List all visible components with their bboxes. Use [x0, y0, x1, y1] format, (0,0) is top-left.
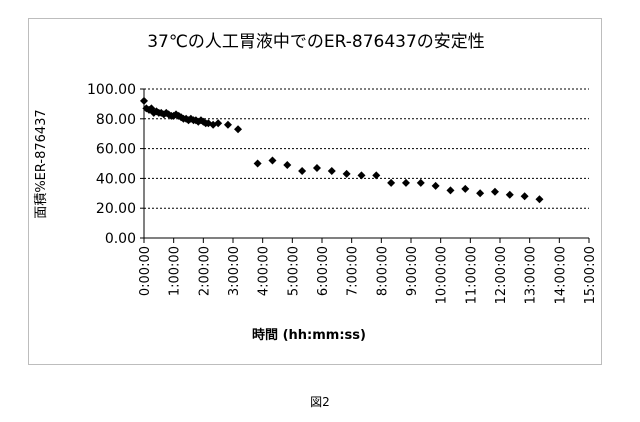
data-point [313, 164, 321, 172]
x-tick-label: 13:00:00 [524, 246, 539, 304]
y-tick-label: 20.00 [96, 201, 136, 217]
data-point [491, 188, 499, 196]
data-point [328, 167, 336, 175]
data-point [402, 179, 410, 187]
data-point [506, 191, 514, 199]
x-tick-label: 3:00:00 [227, 246, 242, 296]
x-tick-label: 2:00:00 [197, 246, 212, 296]
chart-frame: 37℃の人工胃液中でのER-876437の安定性 0.00 20.00 40.00 60… [28, 18, 602, 365]
x-tick-label: 6:00:00 [316, 246, 331, 296]
x-tick-label: 1:00:00 [168, 246, 183, 296]
data-point [387, 179, 395, 187]
y-axis-title: 面積%ER-876437 [34, 109, 49, 218]
x-tick-label: 5:00:00 [286, 246, 301, 296]
data-point [446, 186, 454, 194]
x-tick-label: 10:00:00 [435, 246, 450, 304]
data-point [461, 185, 469, 193]
stability-scatter-chart: 37℃の人工胃液中でのER-876437の安定性 0.00 20.00 40.00 60… [29, 19, 603, 366]
x-tick-label: 12:00:00 [494, 246, 509, 304]
data-point [140, 97, 148, 105]
y-tick-label: 100.00 [87, 82, 136, 98]
y-tick-label: 60.00 [96, 142, 136, 158]
data-point [535, 195, 543, 203]
x-tick-label: 4:00:00 [257, 246, 272, 296]
figure-caption: 図2 [0, 393, 640, 410]
x-tick-label: 9:00:00 [405, 246, 420, 296]
data-point [234, 125, 242, 133]
x-tick-label: 0:00:00 [138, 246, 153, 296]
data-point [343, 170, 351, 178]
x-tick-label: 15:00:00 [583, 246, 598, 304]
x-tick-label: 14:00:00 [553, 246, 568, 304]
y-tick-label: 0.00 [105, 231, 136, 247]
data-point [298, 167, 306, 175]
data-point [417, 179, 425, 187]
chart-title: 37℃の人工胃液中でのER-876437の安定性 [147, 32, 485, 52]
x-tick-label: 8:00:00 [375, 246, 390, 296]
y-tick-label: 40.00 [96, 171, 136, 187]
y-tick-label: 80.00 [96, 112, 136, 128]
data-point [254, 160, 262, 168]
x-axis-title: 時間 (hh:mm:ss) [252, 327, 366, 343]
x-tick-label: 11:00:00 [464, 246, 479, 304]
data-point [521, 192, 529, 200]
data-point [224, 121, 232, 129]
data-point [476, 189, 484, 197]
data-point [283, 161, 291, 169]
x-tick-label: 7:00:00 [346, 246, 361, 296]
data-point [432, 182, 440, 190]
data-point [268, 157, 276, 165]
